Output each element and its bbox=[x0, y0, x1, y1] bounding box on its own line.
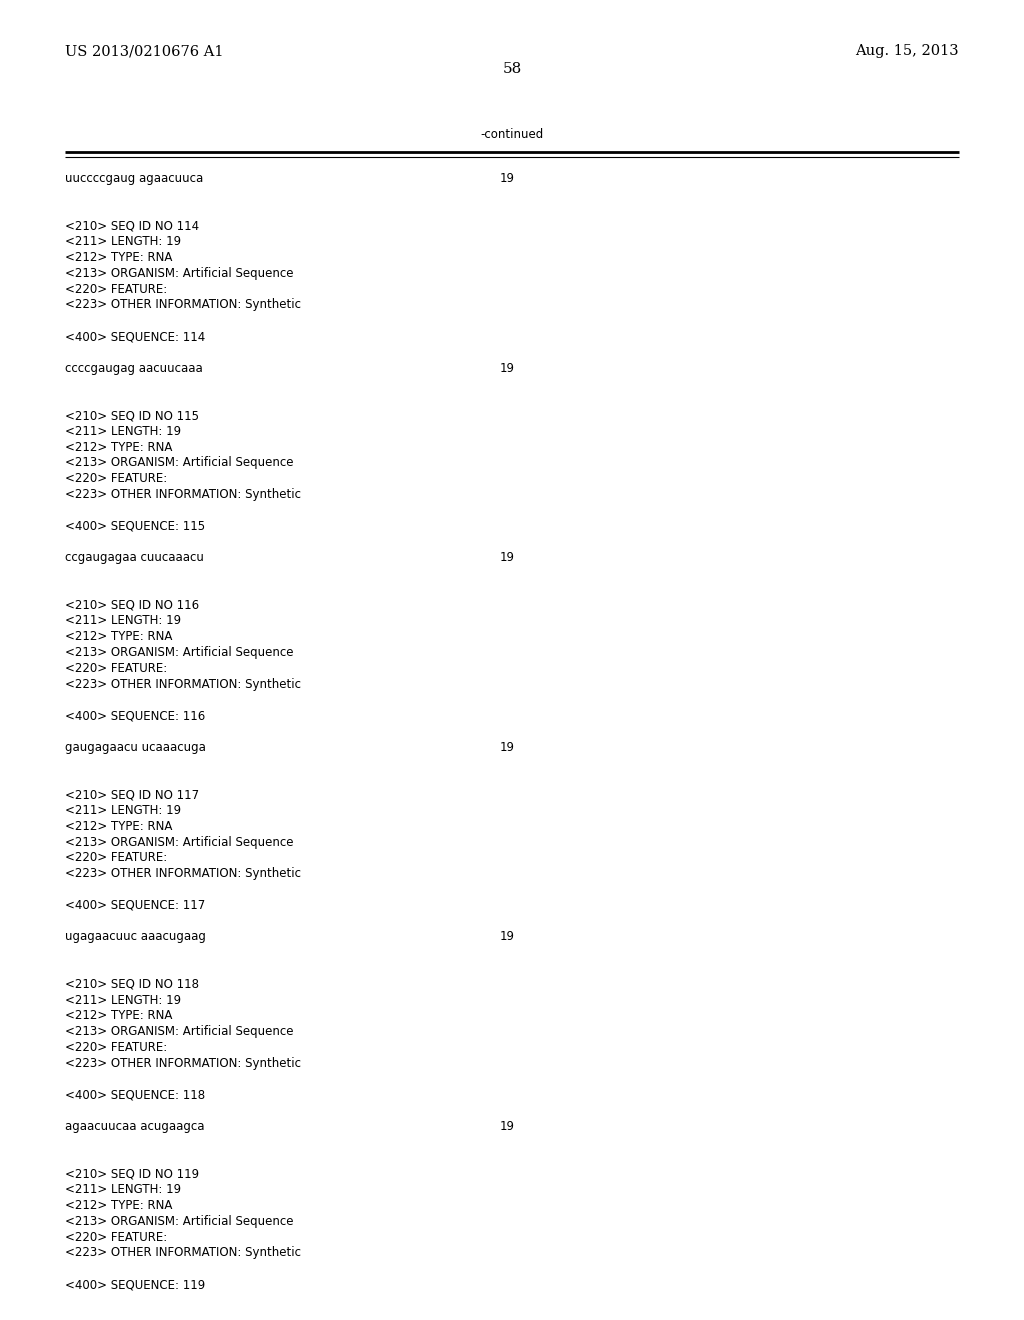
Text: <213> ORGANISM: Artificial Sequence: <213> ORGANISM: Artificial Sequence bbox=[65, 457, 294, 470]
Text: ccccgaugag aacuucaaa: ccccgaugag aacuucaaa bbox=[65, 362, 203, 375]
Text: 19: 19 bbox=[500, 172, 515, 185]
Text: <211> LENGTH: 19: <211> LENGTH: 19 bbox=[65, 1183, 181, 1196]
Text: uuccccgaug agaacuuca: uuccccgaug agaacuuca bbox=[65, 172, 203, 185]
Text: <210> SEQ ID NO 119: <210> SEQ ID NO 119 bbox=[65, 1167, 199, 1180]
Text: agaacuucaa acugaagca: agaacuucaa acugaagca bbox=[65, 1119, 205, 1133]
Text: <220> FEATURE:: <220> FEATURE: bbox=[65, 851, 167, 865]
Text: <212> TYPE: RNA: <212> TYPE: RNA bbox=[65, 630, 172, 643]
Text: 19: 19 bbox=[500, 931, 515, 944]
Text: <223> OTHER INFORMATION: Synthetic: <223> OTHER INFORMATION: Synthetic bbox=[65, 1057, 301, 1069]
Text: <400> SEQUENCE: 116: <400> SEQUENCE: 116 bbox=[65, 709, 205, 722]
Text: <210> SEQ ID NO 117: <210> SEQ ID NO 117 bbox=[65, 788, 199, 801]
Text: <212> TYPE: RNA: <212> TYPE: RNA bbox=[65, 820, 172, 833]
Text: ugagaacuuc aaacugaag: ugagaacuuc aaacugaag bbox=[65, 931, 206, 944]
Text: ccgaugagaa cuucaaacu: ccgaugagaa cuucaaacu bbox=[65, 552, 204, 564]
Text: <210> SEQ ID NO 118: <210> SEQ ID NO 118 bbox=[65, 978, 199, 991]
Text: <220> FEATURE:: <220> FEATURE: bbox=[65, 473, 167, 486]
Text: <220> FEATURE:: <220> FEATURE: bbox=[65, 282, 167, 296]
Text: 19: 19 bbox=[500, 552, 515, 564]
Text: <400> SEQUENCE: 115: <400> SEQUENCE: 115 bbox=[65, 520, 205, 532]
Text: <220> FEATURE:: <220> FEATURE: bbox=[65, 1041, 167, 1053]
Text: 19: 19 bbox=[500, 362, 515, 375]
Text: <223> OTHER INFORMATION: Synthetic: <223> OTHER INFORMATION: Synthetic bbox=[65, 677, 301, 690]
Text: <223> OTHER INFORMATION: Synthetic: <223> OTHER INFORMATION: Synthetic bbox=[65, 298, 301, 312]
Text: <213> ORGANISM: Artificial Sequence: <213> ORGANISM: Artificial Sequence bbox=[65, 1214, 294, 1228]
Text: <400> SEQUENCE: 119: <400> SEQUENCE: 119 bbox=[65, 1278, 205, 1291]
Text: 19: 19 bbox=[500, 741, 515, 754]
Text: <213> ORGANISM: Artificial Sequence: <213> ORGANISM: Artificial Sequence bbox=[65, 645, 294, 659]
Text: 58: 58 bbox=[503, 62, 521, 77]
Text: <213> ORGANISM: Artificial Sequence: <213> ORGANISM: Artificial Sequence bbox=[65, 267, 294, 280]
Text: <211> LENGTH: 19: <211> LENGTH: 19 bbox=[65, 614, 181, 627]
Text: gaugagaacu ucaaacuga: gaugagaacu ucaaacuga bbox=[65, 741, 206, 754]
Text: <211> LENGTH: 19: <211> LENGTH: 19 bbox=[65, 235, 181, 248]
Text: <400> SEQUENCE: 118: <400> SEQUENCE: 118 bbox=[65, 1089, 205, 1101]
Text: <223> OTHER INFORMATION: Synthetic: <223> OTHER INFORMATION: Synthetic bbox=[65, 1246, 301, 1259]
Text: <211> LENGTH: 19: <211> LENGTH: 19 bbox=[65, 804, 181, 817]
Text: <210> SEQ ID NO 116: <210> SEQ ID NO 116 bbox=[65, 598, 199, 611]
Text: <400> SEQUENCE: 114: <400> SEQUENCE: 114 bbox=[65, 330, 205, 343]
Text: <400> SEQUENCE: 117: <400> SEQUENCE: 117 bbox=[65, 899, 205, 912]
Text: <212> TYPE: RNA: <212> TYPE: RNA bbox=[65, 1199, 172, 1212]
Text: <223> OTHER INFORMATION: Synthetic: <223> OTHER INFORMATION: Synthetic bbox=[65, 867, 301, 880]
Text: <213> ORGANISM: Artificial Sequence: <213> ORGANISM: Artificial Sequence bbox=[65, 1026, 294, 1039]
Text: Aug. 15, 2013: Aug. 15, 2013 bbox=[855, 44, 959, 58]
Text: <211> LENGTH: 19: <211> LENGTH: 19 bbox=[65, 994, 181, 1007]
Text: <211> LENGTH: 19: <211> LENGTH: 19 bbox=[65, 425, 181, 438]
Text: <223> OTHER INFORMATION: Synthetic: <223> OTHER INFORMATION: Synthetic bbox=[65, 488, 301, 502]
Text: <212> TYPE: RNA: <212> TYPE: RNA bbox=[65, 251, 172, 264]
Text: <210> SEQ ID NO 115: <210> SEQ ID NO 115 bbox=[65, 409, 199, 422]
Text: -continued: -continued bbox=[480, 128, 544, 141]
Text: <210> SEQ ID NO 114: <210> SEQ ID NO 114 bbox=[65, 219, 199, 232]
Text: US 2013/0210676 A1: US 2013/0210676 A1 bbox=[65, 44, 223, 58]
Text: <212> TYPE: RNA: <212> TYPE: RNA bbox=[65, 1010, 172, 1023]
Text: 19: 19 bbox=[500, 1119, 515, 1133]
Text: <220> FEATURE:: <220> FEATURE: bbox=[65, 661, 167, 675]
Text: <220> FEATURE:: <220> FEATURE: bbox=[65, 1230, 167, 1243]
Text: <213> ORGANISM: Artificial Sequence: <213> ORGANISM: Artificial Sequence bbox=[65, 836, 294, 849]
Text: <212> TYPE: RNA: <212> TYPE: RNA bbox=[65, 441, 172, 454]
